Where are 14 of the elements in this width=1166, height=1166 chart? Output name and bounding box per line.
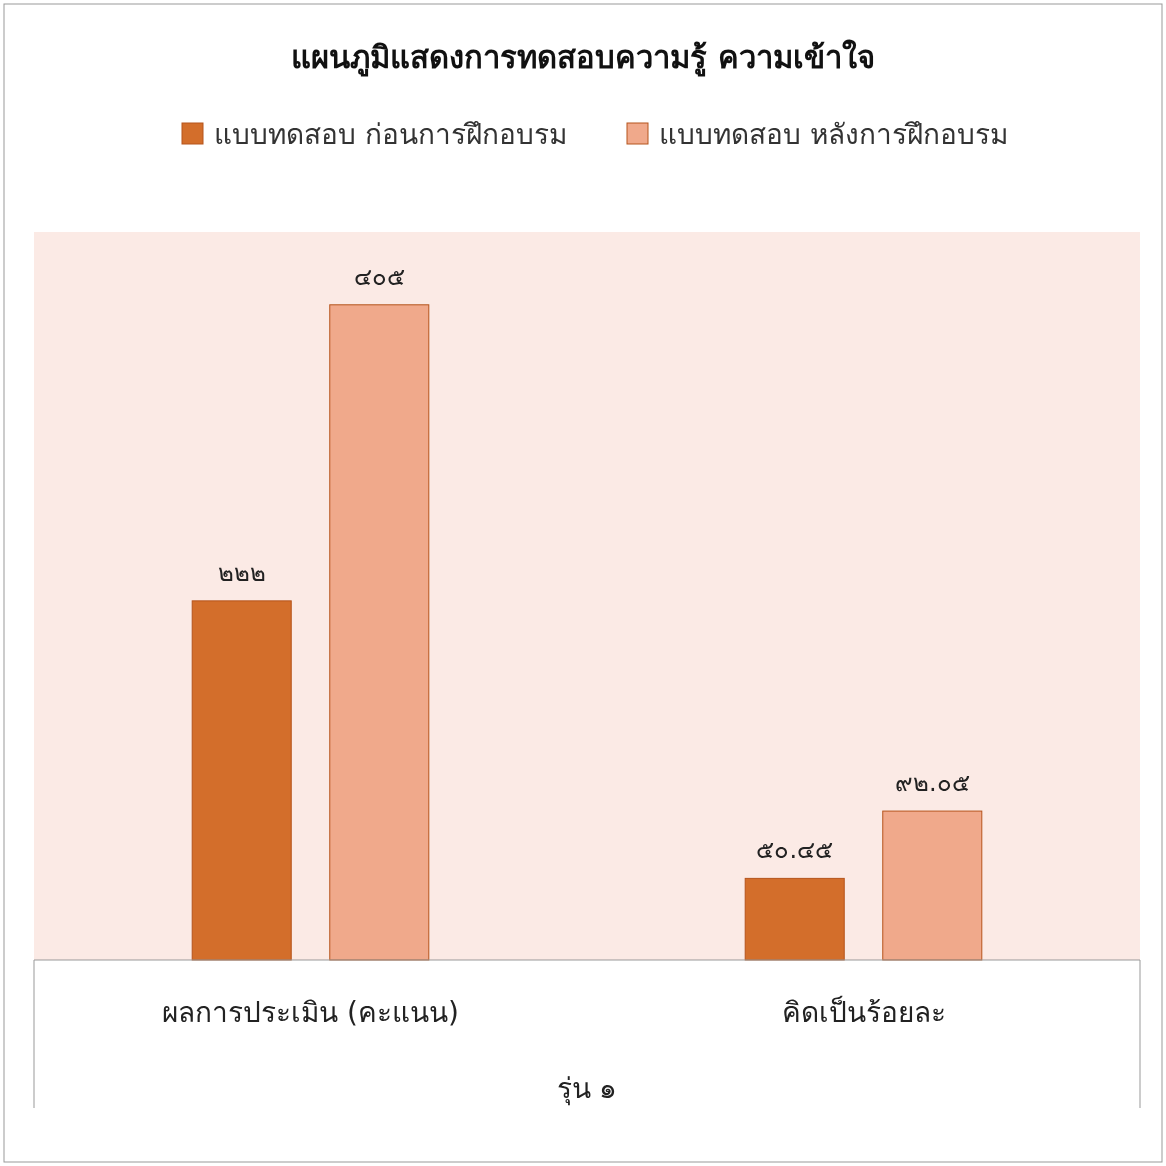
x-axis-title: รุ่น ๑ [556,1072,618,1106]
data-label: ๙๒.๐๕ [894,769,970,798]
bar [744,877,845,961]
data-label: ๔๐๕ [353,262,405,291]
bar [329,304,430,961]
x-tick-label: ผลการประเมิน (คะแนน) [162,996,459,1029]
legend-label: แบบทดสอบ หลังการฝึกอบรม [659,118,1008,151]
bar [191,600,292,961]
bar [882,810,983,961]
legend-label: แบบทดสอบ ก่อนการฝึกอบรม [214,118,567,151]
chart-title: แผนภูมิแสดงการทดสอบความรู้ ความเข้าใจ [291,39,875,77]
x-tick-label: คิดเป็นร้อยละ [781,995,946,1029]
data-label: ๕๐.๔๕ [756,836,834,865]
data-label: ๒๒๒ [217,558,266,587]
